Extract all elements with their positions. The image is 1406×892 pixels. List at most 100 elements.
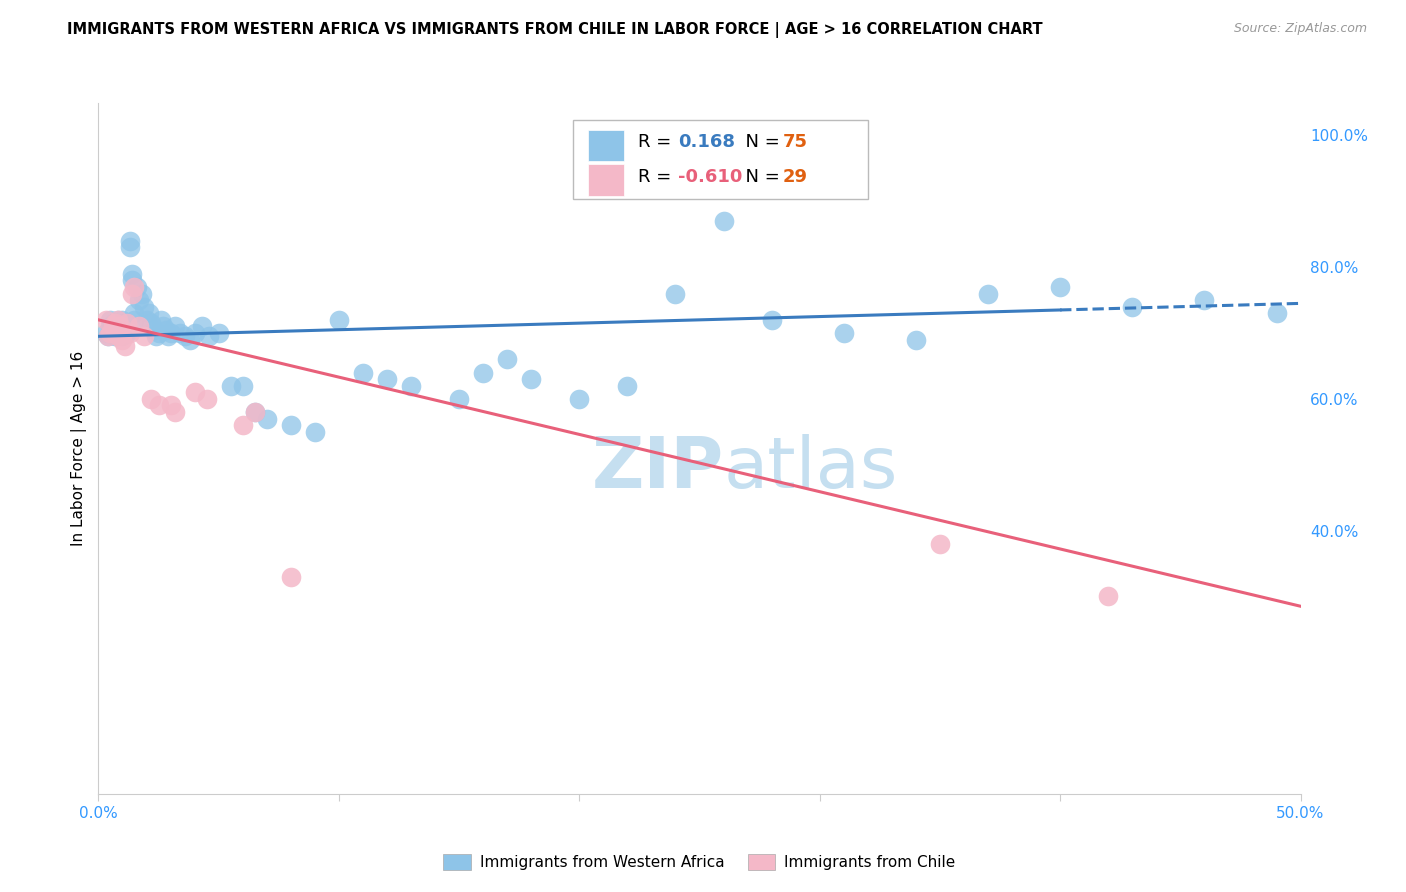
Point: [94, 326, 117, 340]
Point: [131, 286, 153, 301]
Point: [183, 326, 205, 340]
Point: [101, 326, 124, 340]
Point: [1121, 300, 1143, 314]
Point: [447, 392, 470, 406]
Point: [142, 323, 165, 337]
Point: [179, 333, 201, 347]
Point: [107, 313, 129, 327]
Point: [977, 286, 1000, 301]
Point: [1194, 293, 1216, 307]
Point: [124, 280, 146, 294]
Point: [243, 405, 266, 419]
Point: [132, 329, 155, 343]
Point: [111, 333, 134, 347]
Point: [118, 326, 141, 340]
Point: [124, 313, 146, 327]
Point: [198, 329, 221, 343]
Point: [111, 313, 134, 327]
Point: [472, 366, 495, 380]
Point: [97, 329, 120, 343]
Point: [208, 326, 231, 340]
Point: [375, 372, 398, 386]
Point: [157, 329, 180, 343]
Text: IMMIGRANTS FROM WESTERN AFRICA VS IMMIGRANTS FROM CHILE IN LABOR FORCE | AGE > 1: IMMIGRANTS FROM WESTERN AFRICA VS IMMIGR…: [67, 22, 1043, 38]
Point: [141, 316, 163, 330]
Point: [118, 234, 141, 248]
Point: [97, 329, 120, 343]
Text: 0.168: 0.168: [678, 133, 735, 151]
Point: [117, 316, 139, 330]
Point: [117, 326, 139, 340]
Point: [159, 399, 181, 413]
Point: [928, 537, 950, 551]
Point: [243, 405, 266, 419]
Point: [713, 214, 735, 228]
Point: [183, 385, 205, 400]
Point: [94, 313, 117, 327]
Point: [169, 326, 191, 340]
Point: [132, 300, 155, 314]
Point: [152, 319, 174, 334]
Point: [111, 329, 134, 343]
Point: [1265, 306, 1288, 320]
Point: [117, 316, 139, 330]
Point: [121, 267, 143, 281]
Point: [100, 313, 122, 327]
Point: [195, 392, 218, 406]
Point: [256, 411, 278, 425]
Point: [328, 313, 350, 327]
Point: [107, 329, 129, 343]
Text: -0.610: -0.610: [678, 168, 742, 186]
Point: [520, 372, 543, 386]
Point: [165, 405, 187, 419]
Legend: Immigrants from Western Africa, Immigrants from Chile: Immigrants from Western Africa, Immigran…: [437, 848, 962, 876]
Point: [121, 286, 143, 301]
Point: [832, 326, 855, 340]
Point: [121, 273, 143, 287]
Text: ZIP: ZIP: [592, 434, 724, 503]
Point: [108, 319, 131, 334]
Point: [101, 316, 124, 330]
Point: [141, 392, 163, 406]
Point: [108, 326, 131, 340]
Point: [107, 326, 129, 340]
Point: [104, 323, 127, 337]
Point: [304, 425, 326, 439]
Point: [191, 319, 214, 334]
Point: [107, 313, 129, 327]
Point: [568, 392, 591, 406]
Point: [128, 319, 150, 334]
Point: [149, 313, 172, 327]
Point: [148, 399, 170, 413]
Point: [145, 329, 167, 343]
Text: N =: N =: [734, 133, 786, 151]
Point: [108, 316, 131, 330]
Text: R =: R =: [638, 133, 678, 151]
Point: [280, 418, 302, 433]
Point: [165, 319, 187, 334]
Point: [114, 319, 136, 334]
Point: [352, 366, 374, 380]
Point: [148, 326, 170, 340]
Point: [399, 378, 422, 392]
Text: Source: ZipAtlas.com: Source: ZipAtlas.com: [1233, 22, 1367, 36]
Text: N =: N =: [734, 168, 786, 186]
Point: [108, 326, 131, 340]
Y-axis label: In Labor Force | Age > 16: In Labor Force | Age > 16: [72, 351, 87, 546]
Point: [232, 378, 254, 392]
Point: [138, 306, 160, 320]
Text: 29: 29: [782, 168, 807, 186]
Point: [104, 326, 127, 340]
Point: [761, 313, 783, 327]
Bar: [588, 130, 624, 161]
Text: R =: R =: [638, 168, 678, 186]
Point: [1097, 590, 1119, 604]
Text: atlas: atlas: [724, 434, 898, 503]
Point: [155, 323, 177, 337]
Text: 75: 75: [782, 133, 807, 151]
Point: [219, 378, 242, 392]
Point: [114, 326, 136, 340]
Point: [664, 286, 686, 301]
Point: [100, 326, 122, 340]
Point: [111, 323, 134, 337]
